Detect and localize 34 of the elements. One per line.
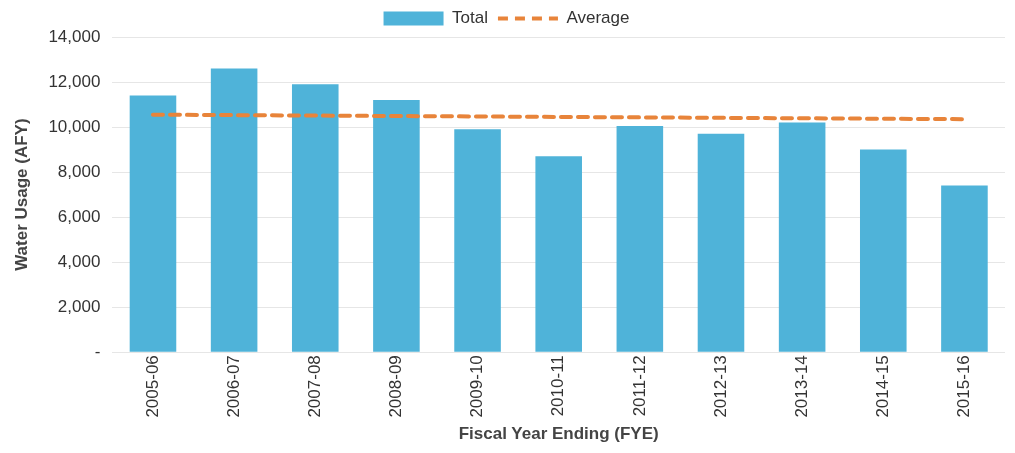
bar <box>778 122 826 352</box>
bar <box>941 185 988 352</box>
bar <box>373 100 420 352</box>
bar <box>697 133 745 352</box>
x-tick-label: 2009-10 <box>467 355 487 418</box>
legend-label: Average <box>566 8 630 28</box>
bar <box>291 84 339 352</box>
y-axis-title: Water Usage (AFY) <box>11 118 31 271</box>
x-axis-title: Fiscal Year Ending (FYE) <box>458 424 659 444</box>
x-tick-label: 2013-14 <box>791 355 811 418</box>
x-tick-label: 2014-15 <box>872 355 892 418</box>
x-tick-label: 2007-08 <box>304 355 324 418</box>
bar <box>210 68 258 352</box>
y-tick-label: 10,000 <box>48 116 101 136</box>
x-tick-label: 2010-11 <box>548 355 568 417</box>
x-tick-label: 2015-16 <box>954 355 974 418</box>
x-tick-label: 2012-13 <box>710 355 730 418</box>
legend-label: Total <box>452 8 488 28</box>
y-tick-label: 4,000 <box>57 251 101 271</box>
y-tick-label: 2,000 <box>57 296 101 316</box>
bar <box>616 125 664 352</box>
x-tick-label: 2008-09 <box>386 355 406 418</box>
bar <box>859 149 907 352</box>
x-tick-label: 2006-07 <box>223 355 243 418</box>
y-tick-label: 8,000 <box>57 161 101 181</box>
bar <box>454 129 501 352</box>
y-tick-label: 14,000 <box>48 26 101 46</box>
x-tick-label: 2011-12 <box>629 355 649 417</box>
y-tick-label: 12,000 <box>48 71 101 91</box>
y-tick-label: 6,000 <box>57 206 101 226</box>
bar <box>129 95 177 352</box>
bar <box>535 156 582 352</box>
x-tick-label: 2005-06 <box>142 355 162 418</box>
y-tick-label: - <box>94 341 101 361</box>
